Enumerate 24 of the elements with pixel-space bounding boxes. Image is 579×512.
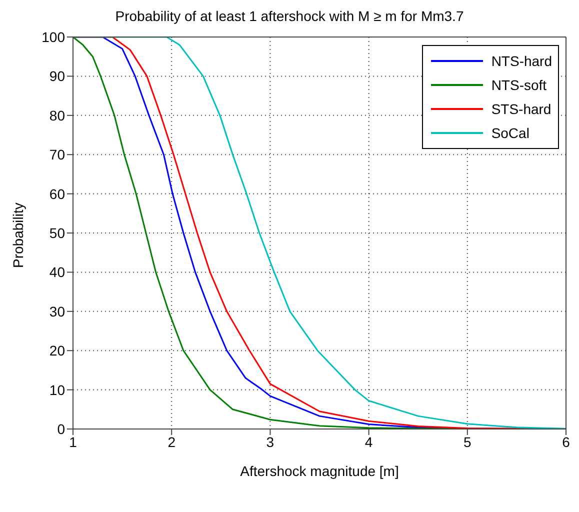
x-axis-title: Aftershock magnitude [m] xyxy=(240,463,399,479)
x-tick-label: 3 xyxy=(266,434,274,450)
legend-label: NTS-hard xyxy=(491,53,552,69)
y-axis-title: Probability xyxy=(10,202,26,268)
x-tick-label: 5 xyxy=(464,434,472,450)
y-tick-label: 40 xyxy=(49,264,66,280)
legend-label: NTS-soft xyxy=(491,77,547,93)
y-tick-label: 90 xyxy=(49,68,66,84)
y-tick-label: 80 xyxy=(49,107,66,124)
y-tick-label: 100 xyxy=(42,28,66,45)
legend-label: SoCal xyxy=(491,125,530,141)
x-tick-label: 4 xyxy=(364,434,373,450)
y-tick-label: 30 xyxy=(49,303,66,320)
y-tick-label: 60 xyxy=(49,186,66,202)
x-tick-label: 1 xyxy=(69,434,78,450)
x-tick-label: 6 xyxy=(562,434,570,450)
y-tick-label: 50 xyxy=(49,224,66,241)
chart-title: Probability of at least 1 aftershock with M ≥ m for Mm3.7 xyxy=(114,8,465,24)
y-tick-label: 70 xyxy=(49,146,66,163)
y-tick-label: 20 xyxy=(49,342,66,359)
x-tick-label: 2 xyxy=(168,434,176,450)
y-tick-label: 10 xyxy=(49,382,66,398)
legend-label: STS-hard xyxy=(491,101,552,117)
y-tick-label: 0 xyxy=(57,420,66,437)
